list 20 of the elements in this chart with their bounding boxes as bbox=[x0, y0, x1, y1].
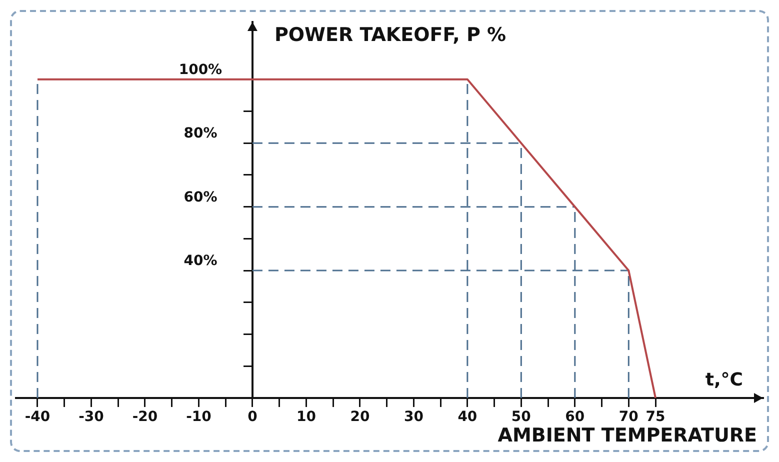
x-tick-label: -20 bbox=[132, 409, 158, 426]
x-tick-label: 0 bbox=[248, 409, 258, 426]
annotation: t,°C bbox=[705, 370, 743, 391]
y-tick-label: 40% bbox=[184, 253, 218, 270]
y-tick-label: 60% bbox=[184, 189, 218, 206]
y-axis-title: POWER TAKEOFF, P % bbox=[274, 24, 506, 46]
x-tick-label: -30 bbox=[78, 409, 104, 426]
y-tick-label: 100% bbox=[178, 62, 222, 78]
x-tick-label: 75 bbox=[646, 409, 666, 426]
x-tick-label: -10 bbox=[186, 409, 212, 426]
x-tick-label: 10 bbox=[296, 409, 316, 426]
x-tick-label: 50 bbox=[511, 409, 532, 426]
y-tick-label: 80% bbox=[184, 126, 218, 142]
x-tick-label: 20 bbox=[350, 409, 370, 426]
x-tick-label: -40 bbox=[24, 409, 50, 426]
x-tick-label: 40 bbox=[458, 409, 478, 426]
x-tick-label: 30 bbox=[404, 409, 424, 426]
x-axis-title: AMBIENT TEMPERATURE bbox=[498, 424, 757, 446]
x-tick-label: 70 bbox=[618, 409, 639, 426]
x-tick-label: 60 bbox=[565, 409, 585, 426]
